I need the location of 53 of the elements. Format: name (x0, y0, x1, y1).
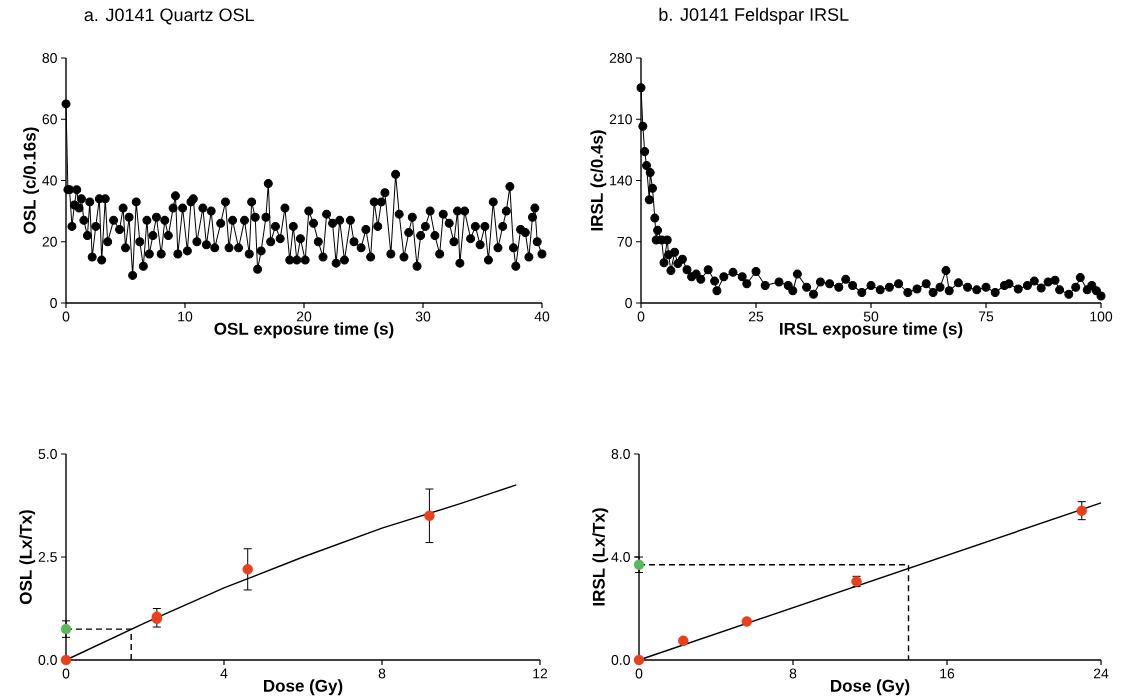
y-tick-label: 280 (609, 53, 632, 63)
x-tick-label: 0 (62, 668, 70, 679)
y-axis-title: IRSL (c/0.4s) (590, 130, 607, 231)
x-tick-label: 50 (863, 311, 879, 322)
x-tick-label: 8 (378, 668, 386, 679)
x-axis-title: Dose (Gy) (264, 679, 343, 696)
x-tick-label: 0 (637, 311, 645, 322)
y-tick-label: 8.0 (611, 449, 630, 459)
y-tick-label: 80 (42, 53, 57, 63)
y-tick-label: 20 (42, 236, 57, 247)
y-tick-label: 4.0 (611, 552, 630, 562)
point (242, 564, 253, 575)
y-tick-label: 2.5 (38, 552, 57, 562)
x-axis-title: OSL exposure time (s) (214, 322, 394, 339)
point (741, 616, 753, 627)
point (678, 635, 689, 646)
x-tick-label: 75 (978, 311, 994, 322)
x-tick-label: 30 (415, 311, 431, 322)
x-axis-title: Dose (Gy) (831, 679, 910, 696)
y-tick-label: 0.0 (38, 655, 57, 665)
y-axis-title: OSL (Lx/Tx) (19, 510, 36, 605)
chart-title: b. J0141 Feldspar IRSL (659, 7, 849, 25)
y-axis-title: OSL (c/0.16s) (23, 127, 40, 234)
y-tick-label: 60 (42, 114, 57, 125)
y-tick-label: 5.0 (38, 449, 57, 459)
x-tick-label: 16 (940, 668, 955, 679)
y-tick-label: 0 (625, 298, 632, 308)
x-axis-title: IRSL exposure time (s) (780, 322, 963, 339)
x-tick-label: 20 (296, 311, 312, 322)
y-tick-label: 0.0 (611, 655, 630, 665)
chart-title: a. J0141 Quartz OSL (84, 8, 254, 25)
y-axis-title: IRSL (Lx/Tx) (592, 508, 609, 606)
y-tick-label: 70 (617, 236, 632, 247)
x-tick-label: 24 (1093, 668, 1109, 679)
y-tick-label: 140 (610, 175, 632, 186)
x-tick-label: 4 (220, 668, 228, 679)
y-tick-label: 0 (50, 298, 57, 308)
point (424, 510, 435, 521)
y-tick-label: 40 (42, 175, 57, 186)
x-tick-label: 12 (533, 668, 548, 679)
x-tick-label: 25 (748, 311, 764, 322)
x-tick-label: 0 (62, 311, 70, 322)
x-tick-label: 100 (1090, 311, 1113, 322)
point (1076, 505, 1087, 516)
point (60, 623, 72, 635)
x-tick-label: 40 (534, 311, 550, 322)
x-tick-label: 10 (178, 311, 193, 322)
x-tick-label: 0 (635, 668, 643, 679)
x-tick-label: 8 (789, 668, 797, 679)
y-tick-label: 210 (609, 114, 632, 125)
point (60, 654, 72, 666)
point (633, 559, 645, 570)
point (633, 654, 645, 666)
